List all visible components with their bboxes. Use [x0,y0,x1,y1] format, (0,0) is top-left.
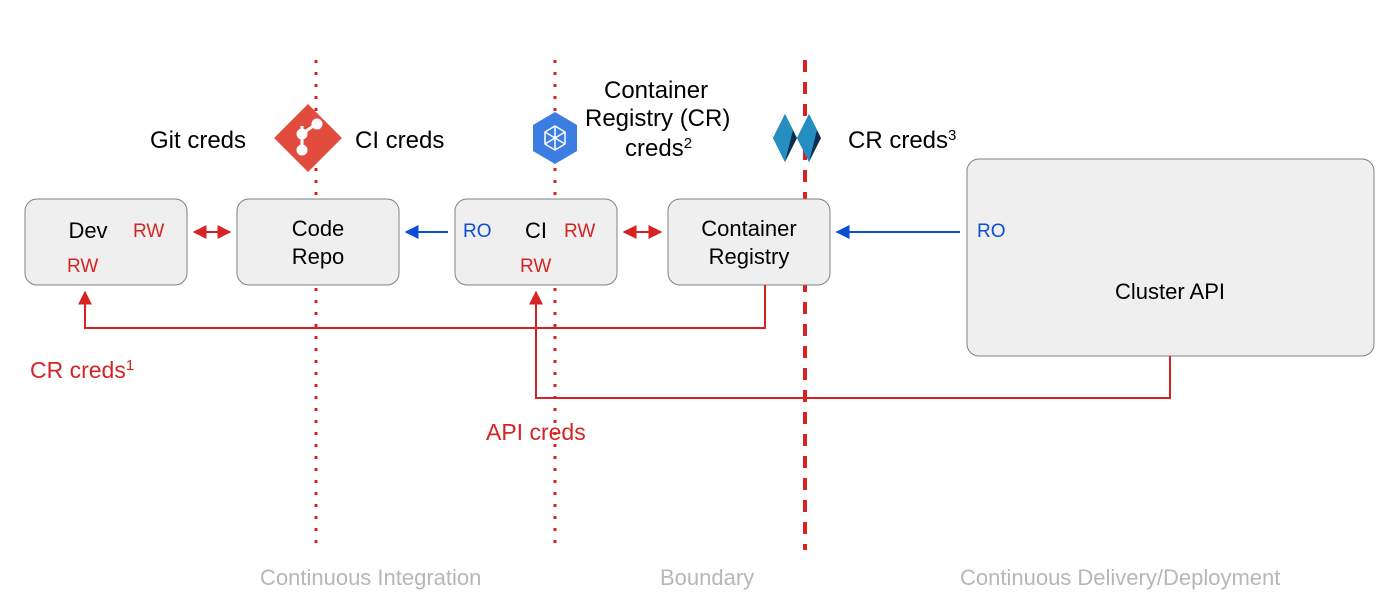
node-cluster-api [967,159,1374,356]
node-cluster-api-label: Cluster API [1115,279,1225,304]
ro-cluster-left: RO [977,221,1006,242]
rw-dev: RW [133,221,164,242]
git-icon [274,104,342,172]
diagram-canvas: Dev Code Repo CI Container Registry Clus… [0,0,1400,608]
node-registry-label-1: Container [701,216,796,241]
label-ci-creds: CI creds [355,127,444,154]
container-registry-icon [533,112,577,164]
node-code-repo-label-2: Repo [292,244,345,269]
rw-ci-bottom: RW [520,256,551,277]
api-creds-label: API creds [486,419,586,445]
cr-creds-1-label: CR creds1 [30,357,134,383]
node-code-repo [237,199,399,285]
node-registry-label-2: Registry [709,244,790,269]
node-dev-label: Dev [68,218,107,243]
label-cr-creds2-l3: creds2 [625,135,692,162]
node-container-registry [668,199,830,285]
label-cr-creds3: CR creds3 [848,127,956,154]
node-ci-label: CI [525,218,547,243]
footer-boundary: Boundary [660,565,754,590]
label-cr-creds2-l2: Registry (CR) [585,105,730,132]
footer-ci: Continuous Integration [260,565,481,590]
edge-cr-creds-1 [85,285,765,328]
rw-dev-bottom: RW [67,256,98,277]
footer-cd: Continuous Delivery/Deployment [960,565,1280,590]
credentials-icon [773,114,821,162]
label-git-creds: Git creds [150,127,246,154]
ro-ci-left: RO [463,221,492,242]
node-code-repo-label-1: Code [292,216,345,241]
label-cr-creds2-l1: Container [604,77,708,104]
rw-ci-right: RW [564,221,595,242]
